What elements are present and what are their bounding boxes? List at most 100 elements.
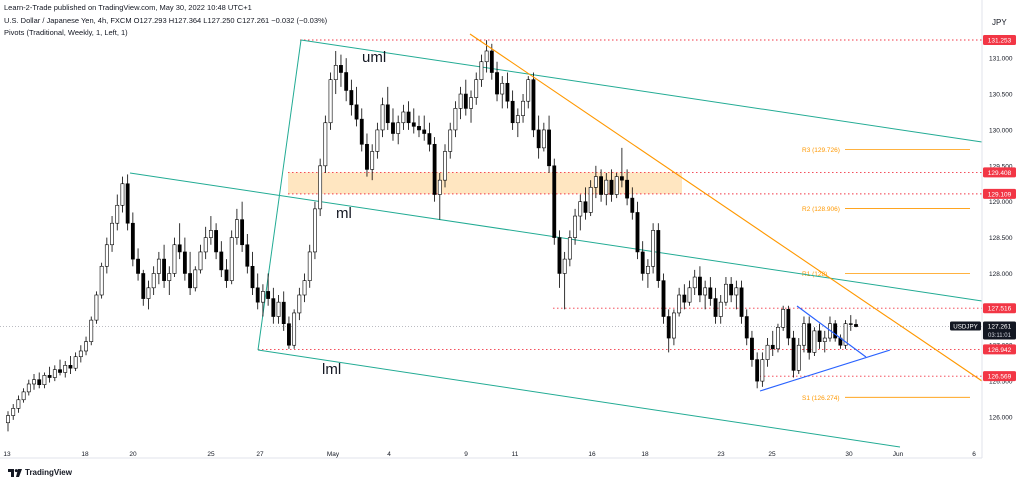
candle-body <box>432 143 437 195</box>
price-tags: 131.253 129.408 129.109 127.516 126.942 126.5… <box>950 35 1016 382</box>
candle <box>807 316 812 360</box>
candle-body <box>385 104 390 124</box>
candle-body <box>141 273 146 299</box>
price-tag-label: 129.408 <box>988 170 1012 177</box>
candle <box>651 223 656 274</box>
candle-body <box>500 82 505 95</box>
candle <box>437 172 442 220</box>
candle <box>609 169 614 202</box>
candle <box>198 244 203 274</box>
candle-body <box>796 344 801 371</box>
candle <box>380 97 385 138</box>
candle-body <box>99 265 104 296</box>
candle-body <box>365 143 369 170</box>
candle <box>791 330 796 378</box>
candle-body <box>333 65 338 80</box>
candle <box>760 352 765 387</box>
candle-body <box>817 330 822 342</box>
candle-body <box>510 100 515 124</box>
candle <box>812 327 817 356</box>
candle <box>156 251 161 285</box>
candle <box>177 223 182 260</box>
candle-body <box>724 283 728 303</box>
price-tag-box <box>983 167 1016 178</box>
candle-body <box>536 129 541 149</box>
candle-body <box>495 72 499 95</box>
candle-body <box>567 237 572 260</box>
symbol-tag-label: USDJPY <box>953 323 977 330</box>
candle <box>713 287 718 324</box>
candle-body <box>791 337 796 371</box>
ohlc-values: O127.293 H127.364 L127.250 C127.261 <box>133 16 270 25</box>
candle-body <box>120 183 125 206</box>
candle <box>120 176 125 213</box>
candle-body <box>396 122 401 134</box>
triangle-lower <box>759 349 891 392</box>
candle-body <box>526 79 531 102</box>
candle-body <box>234 219 239 238</box>
price-axis: 126.000126.500127.000127.500128.000128.5… <box>981 0 1013 458</box>
price-tag: 129.408 <box>983 167 1016 178</box>
candle-body <box>110 222 114 246</box>
price-tag-box <box>983 344 1016 355</box>
candle <box>354 86 359 127</box>
candle <box>411 108 416 134</box>
candle <box>32 373 36 390</box>
candle-body <box>427 133 432 145</box>
candle-body <box>630 197 635 213</box>
candle-body <box>718 301 723 317</box>
candle-body <box>370 151 375 170</box>
pitchfork-labels: uml ml lml <box>322 49 386 378</box>
candle <box>672 309 676 346</box>
candle <box>328 72 333 130</box>
candle <box>250 251 255 295</box>
candle <box>188 251 192 295</box>
candle <box>593 165 598 199</box>
candle <box>552 158 557 245</box>
candle <box>396 115 401 145</box>
candle-body <box>729 283 734 296</box>
candle <box>182 237 187 281</box>
candle <box>422 115 427 141</box>
candle <box>307 244 312 288</box>
candle-body <box>802 323 806 346</box>
x-tick-label: 13 <box>3 451 11 458</box>
candle-body <box>692 276 697 289</box>
candle-body <box>307 251 312 281</box>
candle <box>151 266 156 295</box>
candle <box>125 174 130 231</box>
candle-body <box>359 118 364 145</box>
candle-body <box>203 237 208 253</box>
candle <box>843 320 848 349</box>
candle <box>562 251 567 310</box>
candle-body <box>391 122 395 134</box>
candle <box>614 172 619 199</box>
candle <box>645 259 650 288</box>
candle-body <box>599 176 603 195</box>
candle-body <box>448 129 453 152</box>
candle <box>500 76 505 109</box>
candle-body <box>37 379 42 386</box>
x-tick-label: 27 <box>256 451 264 458</box>
candle-body <box>323 122 328 167</box>
candle-body <box>521 100 525 116</box>
pivot-label: R2 (128.906) <box>802 206 840 213</box>
candle <box>474 72 479 105</box>
x-tick-label: 6 <box>972 451 976 458</box>
candle <box>302 273 307 303</box>
candle-body <box>573 215 577 238</box>
tradingview-brand[interactable]: TradingView <box>8 468 72 477</box>
candle <box>776 323 780 353</box>
supply-zone <box>288 172 682 194</box>
candle-body <box>297 294 302 314</box>
price-tag-label: 131.253 <box>988 37 1012 44</box>
y-tick-label: 126.500 <box>989 379 1013 386</box>
current-price-box <box>983 321 1016 340</box>
candle <box>588 180 593 217</box>
price-tag-label: 129.109 <box>988 191 1012 198</box>
candle <box>536 115 541 159</box>
x-tick-label: 4 <box>387 451 391 458</box>
candle <box>42 372 47 389</box>
candle <box>578 194 583 231</box>
